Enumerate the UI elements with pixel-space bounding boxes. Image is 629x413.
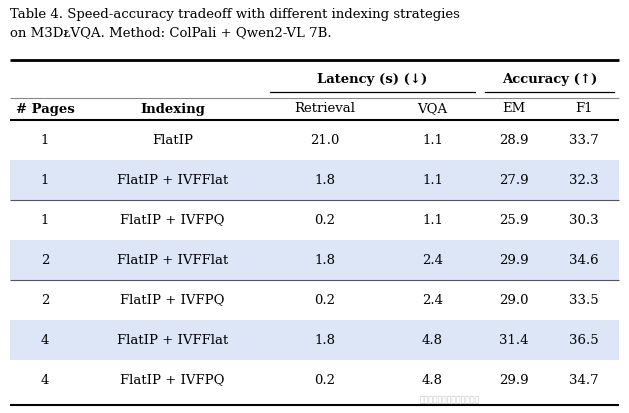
Text: FlatIP + IVFFlat: FlatIP + IVFFlat [117, 173, 228, 187]
Text: 2.4: 2.4 [422, 254, 443, 266]
Text: 公众号：大语言模型论文跟踪: 公众号：大语言模型论文跟踪 [420, 396, 480, 404]
Text: 25.9: 25.9 [499, 214, 529, 226]
Text: on M3DᴌVQA. Method: ColPali + Qwen2-VL 7B.: on M3DᴌVQA. Method: ColPali + Qwen2-VL 7… [10, 26, 331, 39]
Text: 28.9: 28.9 [499, 133, 529, 147]
Text: Retrieval: Retrieval [294, 102, 355, 116]
Text: 1.1: 1.1 [422, 133, 443, 147]
Text: 1.1: 1.1 [422, 214, 443, 226]
Text: 34.6: 34.6 [569, 254, 598, 266]
Text: VQA: VQA [418, 102, 448, 116]
Text: 31.4: 31.4 [499, 334, 529, 347]
Text: 4: 4 [41, 373, 49, 387]
Text: 0.2: 0.2 [314, 294, 335, 306]
Text: 1: 1 [41, 173, 49, 187]
Text: F1: F1 [575, 102, 593, 116]
Text: 33.5: 33.5 [569, 294, 598, 306]
Text: 2: 2 [41, 254, 49, 266]
Bar [10, 320, 619, 360]
Text: 30.3: 30.3 [569, 214, 598, 226]
Bar [10, 240, 619, 280]
Text: # Pages: # Pages [16, 102, 74, 116]
Text: Latency (s) (↓): Latency (s) (↓) [318, 73, 428, 85]
Text: 0.2: 0.2 [314, 373, 335, 387]
Text: 34.7: 34.7 [569, 373, 598, 387]
Text: Table 4. Speed-accuracy tradeoff with different indexing strategies: Table 4. Speed-accuracy tradeoff with di… [10, 8, 460, 21]
Text: 1.8: 1.8 [314, 254, 335, 266]
Text: 4.8: 4.8 [422, 334, 443, 347]
Text: 2.4: 2.4 [422, 294, 443, 306]
Text: 29.0: 29.0 [499, 294, 529, 306]
Text: Indexing: Indexing [140, 102, 205, 116]
Text: 32.3: 32.3 [569, 173, 598, 187]
Text: 0.2: 0.2 [314, 214, 335, 226]
Text: 21.0: 21.0 [310, 133, 340, 147]
Text: 29.9: 29.9 [499, 373, 529, 387]
Bar [10, 160, 619, 200]
Text: 1: 1 [41, 214, 49, 226]
Text: 33.7: 33.7 [569, 133, 598, 147]
Text: 27.9: 27.9 [499, 173, 529, 187]
Text: FlatIP + IVFFlat: FlatIP + IVFFlat [117, 254, 228, 266]
Text: Accuracy (↑): Accuracy (↑) [502, 73, 597, 85]
Text: 1.8: 1.8 [314, 173, 335, 187]
Text: FlatIP + IVFPQ: FlatIP + IVFPQ [120, 294, 225, 306]
Text: 4.8: 4.8 [422, 373, 443, 387]
Text: FlatIP: FlatIP [152, 133, 193, 147]
Text: 29.9: 29.9 [499, 254, 529, 266]
Text: 4: 4 [41, 334, 49, 347]
Text: 1.8: 1.8 [314, 334, 335, 347]
Text: FlatIP + IVFFlat: FlatIP + IVFFlat [117, 334, 228, 347]
Text: 36.5: 36.5 [569, 334, 598, 347]
Text: FlatIP + IVFPQ: FlatIP + IVFPQ [120, 214, 225, 226]
Text: 1: 1 [41, 133, 49, 147]
Text: EM: EM [503, 102, 526, 116]
Text: FlatIP + IVFPQ: FlatIP + IVFPQ [120, 373, 225, 387]
Text: 1.1: 1.1 [422, 173, 443, 187]
Text: 2: 2 [41, 294, 49, 306]
